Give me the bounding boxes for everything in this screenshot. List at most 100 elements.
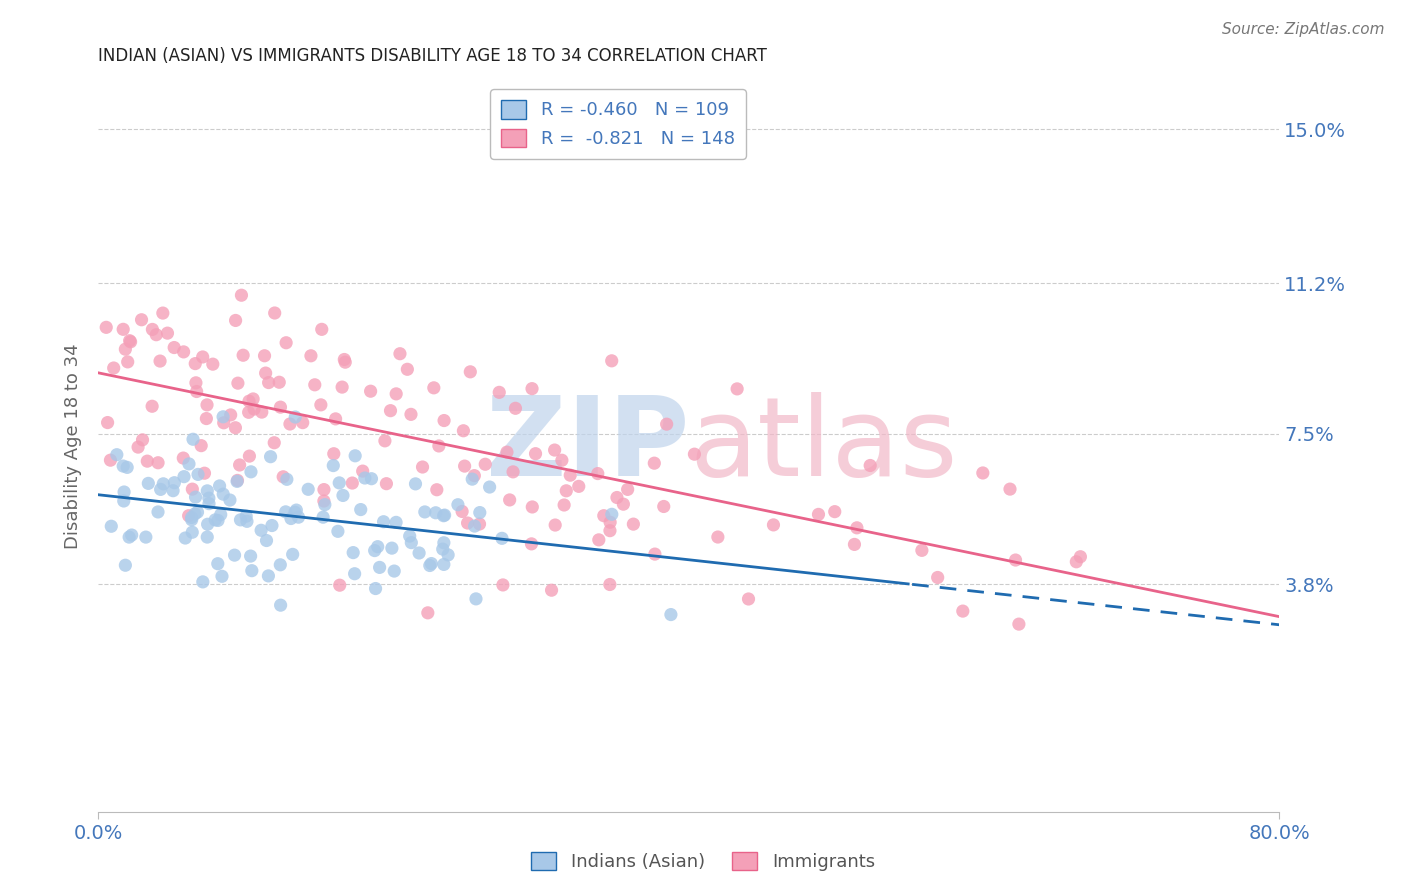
Point — [432, 508, 454, 523]
Point — [131, 312, 153, 326]
Point — [284, 505, 307, 519]
Point — [184, 490, 207, 504]
Point — [276, 335, 298, 350]
Point — [433, 535, 456, 549]
Point — [193, 466, 215, 480]
Point — [599, 524, 621, 538]
Point — [426, 483, 449, 497]
Point — [291, 416, 314, 430]
Point — [131, 433, 153, 447]
Point — [269, 558, 291, 572]
Point — [544, 518, 567, 533]
Text: INDIAN (ASIAN) VS IMMIGRANTS DISABILITY AGE 18 TO 34 CORRELATION CHART: INDIAN (ASIAN) VS IMMIGRANTS DISABILITY … — [98, 47, 768, 65]
Point — [309, 398, 332, 412]
Legend: R = -0.460   N = 109, R =  -0.821   N = 148: R = -0.460 N = 109, R = -0.821 N = 148 — [491, 89, 745, 159]
Point — [181, 482, 204, 496]
Point — [335, 355, 357, 369]
Point — [352, 464, 374, 478]
Point — [911, 543, 934, 558]
Point — [250, 523, 273, 537]
Point — [382, 564, 405, 578]
Point — [240, 564, 263, 578]
Point — [461, 472, 484, 486]
Point — [478, 480, 501, 494]
Point — [105, 448, 128, 462]
Point — [433, 508, 456, 522]
Point — [240, 465, 263, 479]
Point — [599, 577, 621, 591]
Point — [524, 447, 547, 461]
Point — [342, 476, 364, 491]
Point — [238, 449, 260, 463]
Point — [927, 570, 949, 584]
Point — [420, 557, 443, 571]
Point — [201, 357, 224, 371]
Point — [181, 432, 204, 446]
Point — [145, 327, 167, 342]
Point — [271, 470, 294, 484]
Point — [260, 518, 283, 533]
Point — [683, 447, 706, 461]
Point — [284, 410, 307, 425]
Point — [174, 531, 197, 545]
Point — [120, 334, 142, 349]
Point — [121, 528, 143, 542]
Point — [416, 606, 439, 620]
Point — [184, 376, 207, 390]
Point — [172, 451, 194, 466]
Point — [333, 352, 356, 367]
Point — [270, 598, 292, 612]
Point — [488, 385, 510, 400]
Point — [322, 447, 344, 461]
Point — [114, 558, 136, 573]
Point — [180, 513, 202, 527]
Point — [437, 548, 460, 562]
Point — [423, 381, 446, 395]
Point — [243, 402, 266, 417]
Point — [212, 487, 235, 501]
Point — [606, 491, 628, 505]
Point — [458, 365, 481, 379]
Point — [257, 569, 280, 583]
Point — [972, 466, 994, 480]
Point — [807, 508, 830, 522]
Point — [198, 491, 221, 505]
Point — [491, 532, 513, 546]
Point — [269, 376, 291, 390]
Point — [1069, 549, 1091, 564]
Point — [236, 514, 259, 528]
Point — [127, 440, 149, 454]
Point — [141, 399, 163, 413]
Point — [844, 537, 866, 551]
Point — [299, 349, 322, 363]
Point — [96, 320, 118, 334]
Point — [146, 505, 169, 519]
Point — [425, 506, 447, 520]
Point — [228, 458, 250, 472]
Point — [152, 306, 174, 320]
Point — [238, 405, 260, 419]
Point — [652, 500, 675, 514]
Point — [207, 513, 229, 527]
Point — [229, 513, 252, 527]
Point — [474, 457, 496, 471]
Point — [224, 548, 246, 562]
Point — [257, 376, 280, 390]
Point — [419, 558, 441, 573]
Point — [219, 408, 242, 422]
Point — [332, 488, 354, 502]
Point — [256, 533, 278, 548]
Point — [250, 405, 273, 419]
Point — [97, 416, 120, 430]
Point — [1008, 617, 1031, 632]
Point — [152, 476, 174, 491]
Point — [135, 530, 157, 544]
Point — [399, 408, 422, 422]
Y-axis label: Disability Age 18 to 34: Disability Age 18 to 34 — [63, 343, 82, 549]
Point — [644, 547, 666, 561]
Point — [388, 347, 411, 361]
Point — [195, 530, 218, 544]
Point — [226, 475, 249, 489]
Point — [600, 353, 623, 368]
Point — [278, 417, 301, 431]
